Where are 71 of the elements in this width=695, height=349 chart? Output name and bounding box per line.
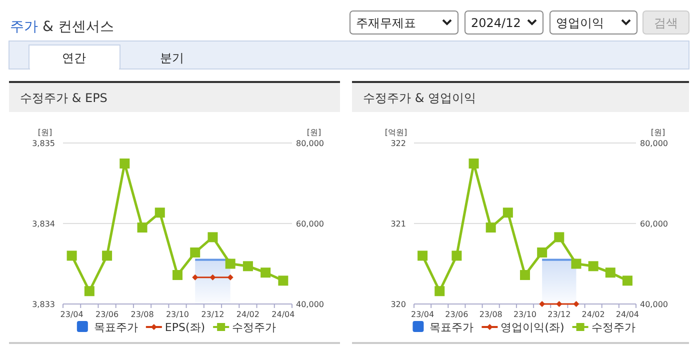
text: 주가 & 컨센서스 [10,19,114,35]
text: 영업이익 [556,16,604,30]
point [452,250,462,261]
point [154,208,165,218]
legend-label: 목표주가 [430,321,474,334]
y2-tick-label: 80,000 [296,139,324,148]
y-axis-title: [원] [38,128,52,137]
x-tick-label: 23/06 [96,310,119,319]
point [66,250,77,261]
point [208,232,218,242]
y-axis-title: [억원] [384,128,408,137]
x-tick-label: 23/10 [513,310,537,319]
point [468,158,479,169]
legend-label: 수정주가 [591,321,636,334]
chart-title: 수정주가 & EPS [20,91,108,105]
chart-title: 수정주가 & 영업이익 [363,91,476,105]
point [278,276,288,286]
y-tick-label: 3,834 [32,220,55,228]
legend-label: 목표주가 [94,321,138,334]
point [622,276,632,286]
x-tick-label: 23/12 [201,310,224,319]
point [571,258,582,269]
x-tick-label: 23/10 [166,310,190,319]
point [225,258,236,269]
point [554,232,564,242]
legend-label: EPS(좌) [164,321,206,334]
y2-tick-label: 40,000 [296,300,324,309]
point [260,268,271,278]
point [502,208,513,218]
y-tick-label: 322 [390,139,406,148]
y-tick-label: 3,835 [32,139,55,148]
text: 2024/12 [471,16,521,30]
point [418,250,428,261]
text: 연간 [62,51,86,65]
x-tick-label: 23/12 [548,310,571,319]
point [588,261,598,272]
x-tick-label: 24/02 [582,310,605,319]
y2-tick-label: 40,000 [640,300,668,309]
point [434,286,445,296]
x-tick-label: 23/06 [445,310,468,319]
point [605,268,616,278]
y-tick-label: 3,833 [32,300,55,309]
point [520,270,530,280]
y2-axis-title: [원] [306,128,322,137]
x-tick-label: 24/02 [236,310,260,319]
point [537,247,548,258]
x-tick-label: 23/04 [411,310,434,319]
x-tick-label: 23/08 [130,310,154,319]
text: 검색 [654,16,678,30]
point [137,222,148,233]
y2-tick-label: 60,000 [640,220,668,228]
point [84,286,94,296]
y2-tick-label: 80,000 [640,139,668,148]
point [172,270,182,280]
point [242,261,253,272]
point [120,158,130,169]
legend-label: 영업이익(좌) [500,321,564,334]
x-tick-label: 24/04 [616,310,639,319]
point [486,222,496,233]
text: 주재무제표 [356,16,416,30]
point [190,247,200,258]
y2-tick-label: 60,000 [296,220,324,228]
x-tick-label: 23/04 [60,310,84,319]
y2-axis-title: [원] [650,128,666,137]
text: 분기 [160,51,184,65]
y-tick-label: 321 [390,220,406,228]
x-tick-label: 24/04 [272,310,295,319]
x-tick-label: 23/08 [479,310,502,319]
legend-label: 수정주가 [232,321,276,334]
point [102,250,112,261]
y-tick-label: 320 [390,300,406,309]
